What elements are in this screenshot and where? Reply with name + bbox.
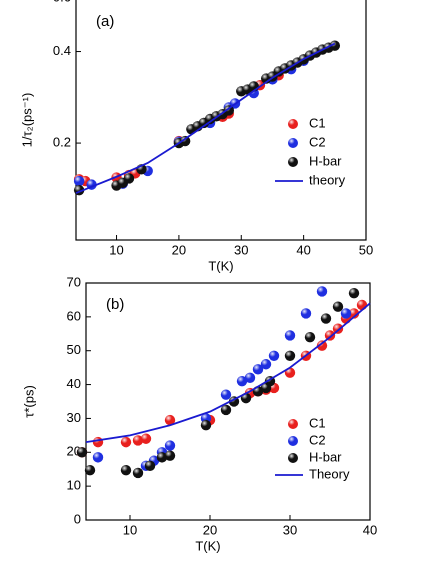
legend-shine — [288, 157, 298, 167]
point-shine — [220, 389, 232, 400]
y-tick-label: 0.2 — [53, 135, 71, 150]
point-shine — [140, 433, 152, 444]
y-tick-label: 40 — [67, 376, 81, 391]
legend-label: theory — [309, 172, 346, 187]
point-shine — [244, 372, 256, 383]
legend-shine — [288, 453, 298, 463]
point-shine — [304, 331, 316, 343]
point-shine — [223, 105, 234, 116]
point-shine — [156, 452, 168, 463]
point-shine — [92, 452, 104, 463]
plot-frame — [85, 282, 371, 521]
point-shine — [120, 436, 132, 448]
legend-shine — [288, 138, 298, 148]
point-shine — [236, 375, 248, 387]
legend-shine — [288, 419, 298, 429]
point-shine — [164, 450, 176, 461]
x-tick-label: 10 — [109, 242, 123, 257]
legend-label: C2 — [309, 432, 326, 447]
point-shine — [284, 330, 296, 341]
x-tick-label: 40 — [296, 242, 310, 257]
y-tick-label: 50 — [67, 342, 81, 357]
x-axis-label: T(K) — [195, 538, 220, 553]
x-tick-label: 20 — [203, 522, 217, 537]
point-shine — [73, 175, 85, 187]
point-shine — [260, 359, 272, 370]
x-tick-label: 50 — [359, 242, 373, 257]
point-shine — [84, 465, 96, 476]
panel-label: (b) — [106, 296, 124, 313]
y-tick-label: 0 — [74, 511, 81, 526]
point-shine — [76, 447, 88, 458]
point-shine — [179, 135, 191, 147]
point-shine — [332, 301, 344, 312]
point-shine — [220, 404, 232, 416]
point-shine — [300, 308, 312, 319]
point-shine — [329, 40, 341, 51]
y-tick-label: 60 — [67, 308, 81, 323]
legend-label: Theory — [309, 466, 350, 481]
theory-line — [85, 302, 371, 444]
point-shine — [348, 287, 360, 299]
y-tick-label: 20 — [67, 444, 81, 459]
point-shine — [316, 286, 328, 297]
x-tick-label: 30 — [283, 522, 297, 537]
point-shine — [348, 308, 360, 319]
legend-label: H-bar — [309, 449, 342, 464]
x-axis-label: T(K) — [208, 258, 233, 273]
legend-shine — [288, 119, 298, 129]
y-tick-label: 70 — [67, 274, 81, 289]
point-shine — [120, 465, 132, 476]
y-tick-label: 30 — [67, 410, 81, 425]
point-shine — [164, 440, 176, 451]
point-shine — [164, 414, 176, 426]
legend-label: H-bar — [309, 153, 342, 168]
legend-label: C1 — [309, 115, 326, 130]
y-axis-label: 1/τ₂(ps⁻¹) — [19, 93, 34, 148]
point-shine — [132, 467, 144, 479]
point-shine — [252, 364, 264, 375]
x-tick-label: 30 — [234, 242, 248, 257]
x-tick-label: 20 — [172, 242, 186, 257]
point-shine — [200, 420, 212, 431]
point-shine — [340, 308, 352, 319]
legend-label: C2 — [309, 134, 326, 149]
point-shine — [268, 350, 280, 361]
y-tick-label: 0.6 — [53, 0, 71, 4]
y-tick-label: 0.4 — [53, 43, 71, 58]
theory-line — [75, 42, 336, 194]
point-shine — [132, 435, 144, 446]
legend-shine — [288, 436, 298, 446]
point-shine — [144, 460, 156, 472]
y-axis-label: τ*(ps) — [21, 385, 36, 418]
y-tick-label: 10 — [67, 478, 81, 493]
legend-label: C1 — [309, 415, 326, 430]
point-shine — [332, 323, 344, 334]
point-shine — [320, 313, 332, 324]
plot-frame — [75, 0, 367, 241]
point-shine — [356, 299, 368, 311]
point-shine — [316, 340, 328, 351]
panel-label: (a) — [96, 13, 114, 30]
point-shine — [284, 350, 296, 361]
x-tick-label: 40 — [363, 522, 377, 537]
point-shine — [92, 436, 104, 448]
x-tick-label: 10 — [123, 522, 137, 537]
point-shine — [123, 173, 135, 184]
